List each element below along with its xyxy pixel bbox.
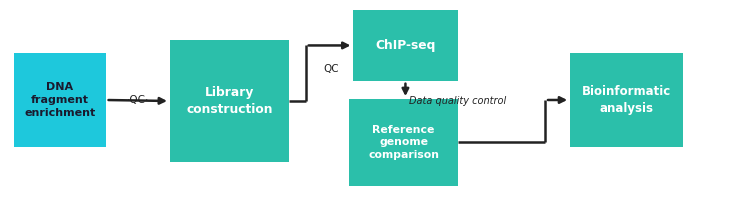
Text: Library
construction: Library construction — [186, 86, 273, 116]
FancyBboxPatch shape — [170, 40, 289, 162]
Text: ChIP-seq: ChIP-seq — [375, 39, 436, 52]
FancyBboxPatch shape — [570, 53, 683, 147]
Text: Bioinformatic
analysis: Bioinformatic analysis — [582, 85, 671, 115]
FancyBboxPatch shape — [14, 53, 106, 147]
Text: ·QC·: ·QC· — [127, 95, 149, 105]
Text: Data quality control: Data quality control — [409, 96, 507, 106]
Text: Reference
genome
comparison: Reference genome comparison — [368, 125, 439, 160]
FancyBboxPatch shape — [349, 99, 458, 186]
FancyBboxPatch shape — [353, 10, 458, 81]
Text: DNA
fragment
enrichment: DNA fragment enrichment — [24, 82, 95, 118]
Text: QC: QC — [323, 64, 338, 74]
